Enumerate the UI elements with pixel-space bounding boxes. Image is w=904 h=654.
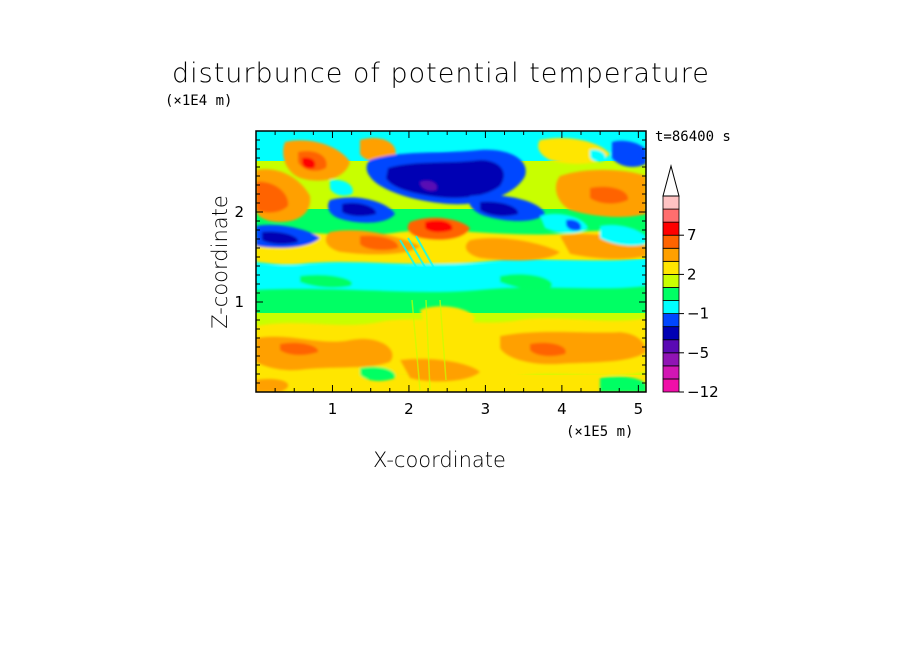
y-axis: 12 bbox=[234, 139, 646, 384]
plot-frame bbox=[255, 130, 647, 393]
colorbar-extend-arrow bbox=[662, 164, 680, 197]
y-tick-label: 2 bbox=[234, 203, 244, 221]
time-label: t=86400 s bbox=[655, 129, 731, 145]
colorbar-segment bbox=[662, 300, 680, 314]
x-tick-label: 4 bbox=[557, 400, 567, 418]
colorbar-segment bbox=[662, 352, 680, 367]
colorbar-segment bbox=[662, 378, 680, 393]
colorbar-segment bbox=[662, 287, 680, 301]
colorbar-segment bbox=[662, 313, 680, 328]
x-tick-label: 2 bbox=[404, 400, 414, 418]
chart-title: disturbunce of potential temperature bbox=[172, 58, 710, 89]
y-tick-label: 1 bbox=[234, 293, 244, 311]
colorbar-segment bbox=[662, 339, 680, 354]
colorbar-tick-label: −5 bbox=[687, 344, 709, 362]
x-scale-label: (×1E5 m) bbox=[566, 424, 634, 440]
colorbar-segment bbox=[662, 234, 680, 249]
colorbar-tick-label: −12 bbox=[687, 383, 719, 401]
colorbar: 7 2 −1 −5 −12 bbox=[662, 164, 719, 401]
colorbar-segment bbox=[662, 195, 680, 210]
colorbar-tick-label: 7 bbox=[687, 226, 697, 244]
colorbar-tick-label: −1 bbox=[687, 305, 709, 323]
x-axis: 1 2 3 4 5 bbox=[274, 131, 644, 418]
colorbar-segment bbox=[662, 247, 680, 262]
x-tick-label: 3 bbox=[481, 400, 491, 418]
y-scale-label: (×1E4 m) bbox=[165, 93, 233, 109]
colorbar-segment bbox=[662, 208, 680, 223]
x-tick-label: 1 bbox=[328, 400, 338, 418]
colorbar-segment bbox=[662, 365, 680, 380]
contour-field bbox=[256, 131, 646, 392]
colorbar-segment bbox=[662, 326, 680, 341]
colorbar-segment bbox=[662, 221, 680, 236]
colorbar-segment bbox=[662, 273, 680, 288]
x-axis-title: X-coordinate bbox=[373, 448, 506, 472]
x-tick-label: 5 bbox=[634, 400, 644, 418]
colorbar-tick-label: 2 bbox=[687, 265, 697, 283]
colorbar-segment bbox=[662, 260, 680, 275]
